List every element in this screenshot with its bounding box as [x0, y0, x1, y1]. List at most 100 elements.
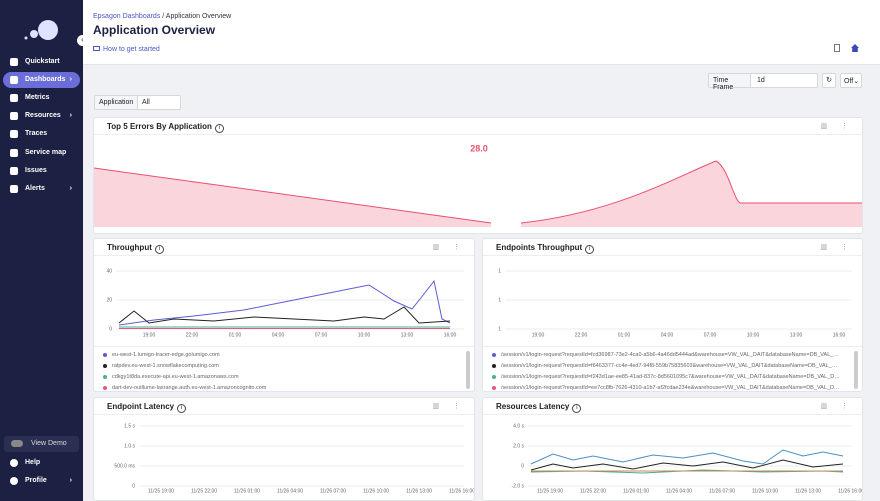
panel-header — [483, 398, 862, 415]
filter-value: All — [142, 99, 150, 106]
chevron: › — [69, 76, 72, 83]
y-tick-label: -2.0 s — [511, 483, 524, 489]
nav-item[interactable]: Metrics — [3, 90, 80, 106]
nav-item[interactable]: Service map — [3, 145, 80, 161]
panel: Top 5 Errors By Application ▥ ⋮ 28.0 — [93, 117, 863, 234]
x-tick-label: 13:00 — [790, 332, 803, 338]
legend-dot — [103, 364, 107, 368]
error-value: 28.0 — [470, 143, 488, 153]
nav-label: Service map — [25, 149, 67, 156]
chart: 40 20 0 19:00 22:00 01:00 04:00 07:00 10:00 13:00… — [106, 268, 464, 338]
panel-title: Throughput — [107, 243, 164, 254]
scrollbar[interactable] — [466, 351, 470, 389]
series-line — [118, 279, 451, 326]
x-tick-label: 11/26 01:00 — [623, 488, 649, 494]
time-frame[interactable]: Time Frame 1d — [708, 73, 818, 91]
panel-menu[interactable]: ▥ ⋮ — [820, 123, 854, 130]
x-tick-label: 13:00 — [401, 332, 414, 338]
x-tick-label: 07:00 — [704, 332, 717, 338]
legend-dot — [103, 386, 107, 390]
panel-header — [483, 239, 862, 256]
x-tick-label: 11/26 13:00 — [795, 488, 821, 494]
help-link[interactable]: How to get started — [93, 46, 160, 53]
panel-menu[interactable]: ▥ ⋮ — [820, 403, 854, 410]
nav-item[interactable]: Traces — [3, 126, 80, 142]
refresh-button[interactable]: ↻ — [822, 73, 836, 88]
y-tick-label: 0 — [521, 463, 524, 469]
error-line — [520, 160, 862, 224]
nav-icon — [10, 167, 18, 175]
logo — [24, 20, 58, 40]
help[interactable]: Help — [3, 455, 80, 471]
legend-item: /session/v1/login-request?requestId=fcd3… — [492, 352, 846, 358]
series-line — [118, 306, 451, 324]
legend-item: /session/v1/login-request?requestId=f243… — [492, 374, 846, 380]
x-tick-label: 10:00 — [358, 332, 371, 338]
x-tick-label: 11/26 10:00 — [752, 488, 778, 494]
x-tick-label: 11/26 07:00 — [709, 488, 735, 494]
header: Epsagon Dashboards / Application Overvie… — [83, 0, 880, 65]
sidebar: ‹ Quickstart Dashboards› Metrics Resources›… — [0, 0, 88, 501]
nav-icon — [10, 130, 18, 138]
doc-icon[interactable] — [834, 44, 840, 52]
legend-item: dart-dev-outllume-lasrange.auth.eu-west-… — [103, 385, 457, 391]
panel: Endpoint Latency ▥ ⋮ 1.5 s 1.0 s 500.0 ms 0 11… — [93, 397, 475, 501]
x-tick-label: 16:00 — [444, 332, 457, 338]
refresh-value: Off — [844, 78, 854, 85]
legend-label: ratpdev.eu-west-1.snowflakecomputing.com — [112, 363, 219, 369]
x-tick-label: 22:00 — [186, 332, 199, 338]
nav-item[interactable]: Dashboards › — [3, 72, 80, 88]
x-tick-label: 04:00 — [661, 332, 674, 338]
panel-menu[interactable]: ▥ ⋮ — [432, 244, 466, 251]
legend-dot — [492, 364, 496, 368]
breadcrumb-current: / Application Overview — [162, 13, 232, 20]
nav-icon — [10, 94, 18, 102]
error-area — [521, 161, 862, 227]
help-label: Help — [25, 459, 41, 466]
nav-icon — [10, 112, 18, 120]
x-tick-label: 19:00 — [532, 332, 545, 338]
panel-title: Top 5 Errors By Application — [107, 122, 224, 133]
legend-label: /session/v1/login-request?requestId=f646… — [501, 363, 841, 369]
profile[interactable]: Profile › — [3, 473, 80, 489]
breadcrumb-root[interactable]: Epsagon Dashboards — [93, 13, 161, 20]
legend-dot — [103, 375, 107, 379]
view-demo[interactable]: View Demo — [4, 436, 79, 452]
panel-menu[interactable]: ▥ ⋮ — [820, 244, 854, 251]
nav-item[interactable]: Alerts › — [3, 181, 80, 197]
series-line — [530, 449, 844, 465]
x-tick-label: 11/25 22:00 — [580, 488, 606, 494]
panel-title: Resources Latency — [496, 402, 581, 413]
nav-label: Issues — [25, 167, 47, 174]
home-icon[interactable] — [851, 44, 859, 52]
nav-icon — [10, 58, 18, 66]
legend-dot — [492, 353, 496, 357]
toggle[interactable] — [11, 440, 23, 447]
nav-item[interactable]: Resources › — [3, 108, 80, 124]
nav-label: Alerts — [25, 185, 45, 192]
scrollbar[interactable] — [854, 351, 858, 389]
panel: Endpoints Throughput ▥ ⋮ 1 1 1 19:00 22:00 01:0… — [482, 238, 863, 392]
x-tick-label: 11/26 13:00 — [406, 488, 432, 494]
nav-label: Dashboards — [25, 76, 66, 83]
y-tick-label: 2.0 s — [513, 443, 524, 449]
x-tick-label: 11/25 22:00 — [191, 488, 217, 494]
time-frame-label: Time Frame — [709, 74, 751, 91]
refresh-interval[interactable]: Off⌄ — [840, 73, 862, 88]
panel-title: Endpoint Latency — [107, 402, 186, 413]
legend-item: ratpdev.eu-west-1.snowflakecomputing.com — [103, 363, 457, 369]
x-tick-label: 16:00 — [833, 332, 846, 338]
legend-item: /session/v1/login-request?requestId=ee7c… — [492, 385, 846, 391]
panel-menu[interactable]: ▥ ⋮ — [432, 403, 466, 410]
application-filter[interactable]: Application All — [94, 95, 181, 110]
x-tick-label: 11/26 10:00 — [363, 488, 389, 494]
x-tick-label: 11/26 01:00 — [234, 488, 260, 494]
chart: 4.0 s 2.0 s 0 -2.0 s 11/25 19:00 11/25 22:00 1… — [511, 423, 862, 494]
collapse-button[interactable]: ‹ — [77, 35, 88, 46]
filter-label: Application — [95, 96, 138, 109]
legend-divider — [94, 346, 474, 347]
x-tick-label: 04:00 — [272, 332, 285, 338]
nav-item[interactable]: Quickstart — [3, 54, 80, 70]
x-tick-label: 22:00 — [575, 332, 588, 338]
nav-item[interactable]: Issues — [3, 163, 80, 179]
